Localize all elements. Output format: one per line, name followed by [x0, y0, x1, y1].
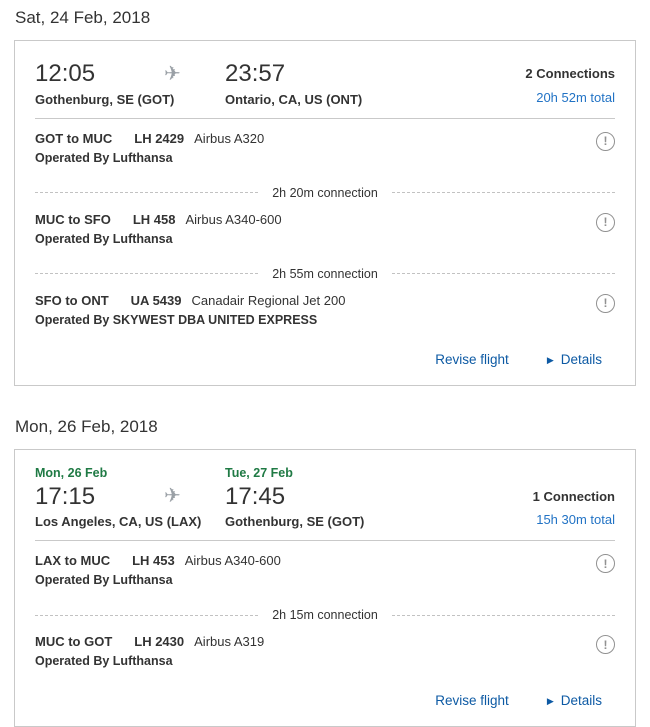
- card-actions: Revise flight ▶ Details: [35, 331, 615, 373]
- section-date-header: Sat, 24 Feb, 2018: [15, 8, 151, 27]
- card-actions: Revise flight ▶ Details: [35, 672, 615, 714]
- segment-route: MUC to SFO: [35, 211, 111, 227]
- details-link[interactable]: ▶ Details: [547, 693, 602, 708]
- aircraft-type: Airbus A340-600: [184, 553, 281, 569]
- departure-date: Mon, 26 Feb: [35, 465, 108, 480]
- details-arrow-icon: ▶: [546, 354, 554, 365]
- segment-row: SFO to ONT UA 5439 Canadair Regional Jet 2…: [35, 281, 615, 331]
- details-link-label: Details: [560, 351, 602, 367]
- plane-icon: ✈: [164, 485, 181, 508]
- connection-separator: 2h 20m connection: [35, 186, 615, 200]
- flight-summary: 12:05 ✈ 23:57 2 Connections Gothenburg, …: [35, 54, 615, 118]
- segment-info: LAX to MUC LH 453 Airbus A340-600 Operated…: [35, 553, 281, 587]
- aircraft-type: Canadair Regional Jet 200: [191, 292, 346, 308]
- arrival-city: Ontario, CA, US (ONT): [225, 91, 363, 107]
- flight-number: UA 5439: [130, 292, 182, 308]
- connection-duration: 2h 20m connection: [272, 185, 378, 200]
- connection-duration: 2h 15m connection: [272, 608, 378, 623]
- departure-time: 12:05: [35, 60, 96, 87]
- segment-info: MUC to GOT LH 2430 Airbus A319 Operated By…: [35, 634, 264, 668]
- total-duration: 20h 52m total: [536, 89, 615, 105]
- details-arrow-icon: ▶: [546, 696, 554, 707]
- segments-list: LAX to MUC LH 453 Airbus A340-600 Operated…: [35, 540, 615, 672]
- segment-route: MUC to GOT: [35, 634, 113, 650]
- operated-by: Operated By Lufthansa: [35, 573, 173, 588]
- revise-flight-link[interactable]: Revise flight: [435, 351, 509, 367]
- segment-route: GOT to MUC: [35, 130, 113, 146]
- departure-city: Los Angeles, CA, US (LAX): [35, 514, 202, 530]
- arrival-city: Gothenburg, SE (GOT): [225, 514, 365, 530]
- alert-icon[interactable]: !: [596, 635, 615, 655]
- segment-row: MUC to SFO LH 458 Airbus A340-600 Operated…: [35, 200, 615, 250]
- arrival-date: Tue, 27 Feb: [225, 465, 293, 480]
- segment-row: MUC to GOT LH 2430 Airbus A319 Operated By…: [35, 622, 615, 672]
- segment-route: LAX to MUC: [35, 553, 111, 569]
- operated-by: Operated By SKYWEST DBA UNITED EXPRESS: [35, 312, 318, 327]
- segment-route: SFO to ONT: [35, 292, 109, 308]
- segments-list: GOT to MUC LH 2429 Airbus A320 Operated By…: [35, 117, 615, 331]
- itinerary-section-outbound: Sat, 24 Feb, 2018 12:05 ✈ 23:57 2 Connec…: [14, 0, 636, 386]
- plane-icon: ✈: [164, 62, 181, 85]
- revise-flight-link[interactable]: Revise flight: [435, 693, 509, 709]
- segment-info: MUC to SFO LH 458 Airbus A340-600 Operated…: [35, 212, 282, 246]
- alert-icon[interactable]: !: [596, 212, 615, 232]
- details-link[interactable]: ▶ Details: [547, 352, 602, 367]
- segment-row: LAX to MUC LH 453 Airbus A340-600 Operated…: [35, 541, 615, 591]
- segment-row: GOT to MUC LH 2429 Airbus A320 Operated By…: [35, 119, 615, 169]
- details-link-label: Details: [560, 693, 602, 709]
- segment-info: GOT to MUC LH 2429 Airbus A320 Operated By…: [35, 131, 264, 165]
- aircraft-type: Airbus A340-600: [185, 211, 282, 227]
- connections-count: 2 Connections: [525, 66, 615, 82]
- connection-separator: 2h 55m connection: [35, 267, 615, 281]
- itinerary-section-return: Mon, 26 Feb, 2018 Mon, 26 Feb Tue, 27 Fe…: [14, 386, 636, 727]
- connection-separator: 2h 15m connection: [35, 608, 615, 622]
- flight-card-outbound: 12:05 ✈ 23:57 2 Connections Gothenburg, …: [14, 40, 636, 386]
- total-duration: 15h 30m total: [536, 512, 615, 528]
- flight-number: LH 453: [132, 553, 175, 569]
- flight-summary: Mon, 26 Feb Tue, 27 Feb 17:15 ✈ 17:45 1 …: [35, 463, 615, 541]
- alert-icon[interactable]: !: [596, 293, 615, 313]
- operated-by: Operated By Lufthansa: [35, 150, 173, 165]
- alert-icon[interactable]: !: [596, 131, 615, 151]
- alert-icon[interactable]: !: [596, 554, 615, 574]
- arrival-time: 23:57: [225, 60, 286, 87]
- flight-number: LH 2430: [134, 634, 185, 650]
- operated-by: Operated By Lufthansa: [35, 654, 173, 669]
- connections-count: 1 Connection: [532, 488, 615, 504]
- arrival-time: 17:45: [225, 482, 286, 510]
- segment-info: SFO to ONT UA 5439 Canadair Regional Jet 2…: [35, 293, 345, 327]
- section-date-header: Mon, 26 Feb, 2018: [15, 416, 158, 436]
- operated-by: Operated By Lufthansa: [35, 231, 173, 246]
- departure-time: 17:15: [35, 482, 96, 510]
- connection-duration: 2h 55m connection: [272, 266, 378, 281]
- flight-card-return: Mon, 26 Feb Tue, 27 Feb 17:15 ✈ 17:45 1 …: [14, 448, 636, 727]
- departure-city: Gothenburg, SE (GOT): [35, 91, 175, 107]
- aircraft-type: Airbus A320: [194, 130, 265, 146]
- flight-number: LH 458: [132, 211, 176, 227]
- aircraft-type: Airbus A319: [194, 634, 265, 650]
- flight-number: LH 2429: [134, 130, 185, 146]
